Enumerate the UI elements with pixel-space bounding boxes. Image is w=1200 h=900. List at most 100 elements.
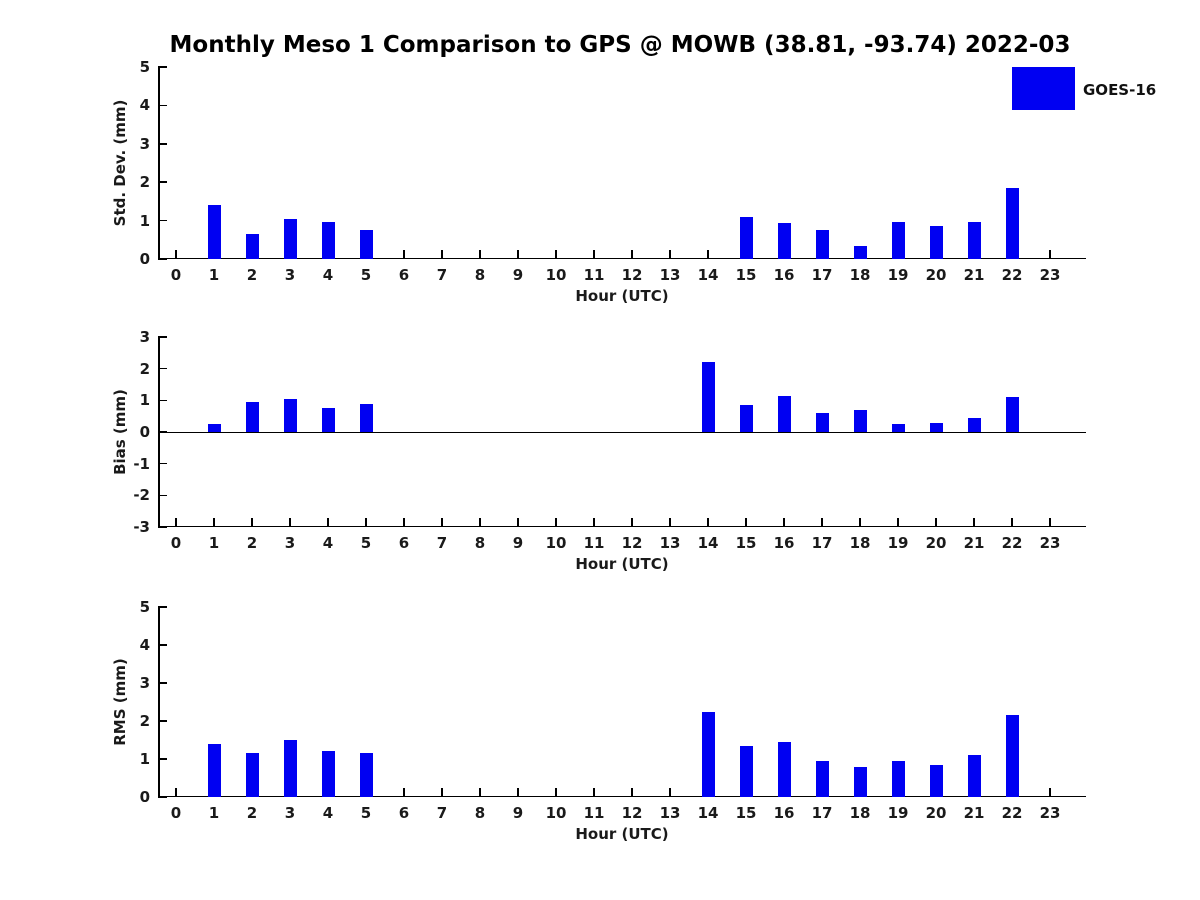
y-tick: [158, 462, 167, 465]
x-tick-label: 18: [849, 534, 871, 552]
bar-hour-4: [321, 221, 335, 259]
bar-hour-1: [207, 205, 221, 259]
x-tick: [479, 518, 481, 527]
bar-hour-21: [967, 221, 981, 259]
bar-hour-2: [245, 753, 259, 797]
y-tick-label: 0: [139, 423, 150, 441]
bar-hour-21: [967, 417, 981, 432]
y-tick-label: -1: [133, 454, 150, 473]
x-axis-spine: [158, 257, 1086, 259]
x-tick: [707, 518, 709, 527]
x-tick-label: 14: [697, 534, 719, 552]
x-tick-label: 19: [887, 266, 909, 284]
x-tick-label: 22: [1001, 266, 1023, 284]
x-tick-label: 2: [246, 804, 258, 822]
y-tick-label: 3: [139, 328, 150, 346]
x-tick-label: 1: [208, 266, 220, 284]
x-tick-label: 13: [659, 266, 681, 284]
bar-hour-17: [815, 413, 829, 432]
y-axis-spine: [158, 67, 160, 259]
x-axis-label: Hour (UTC): [575, 555, 669, 573]
y-tick-label: -3: [133, 518, 150, 536]
x-tick-label: 12: [621, 804, 643, 822]
y-tick-label: 2: [139, 712, 150, 730]
subplot-bias: Bias (mm) Hour (UTC) -3 -2 -1 0 1 2 3 0 1 2 3 4 5 6 7 8…: [111, 328, 1086, 573]
x-tick-label: 16: [773, 266, 795, 284]
x-tick: [1011, 518, 1013, 527]
bar-hour-1: [207, 424, 221, 432]
x-tick: [251, 518, 253, 527]
x-axis-spine: [158, 795, 1086, 797]
x-tick: [935, 518, 937, 527]
x-tick: [1049, 788, 1051, 797]
bar-hour-20: [929, 764, 943, 797]
x-tick-label: 20: [925, 266, 947, 284]
x-tick-label: 3: [284, 534, 296, 552]
x-tick: [441, 518, 443, 527]
x-tick: [365, 518, 367, 527]
x-tick-label: 19: [887, 534, 909, 552]
bar-hour-5: [359, 753, 373, 797]
bar-hour-16: [777, 395, 791, 432]
x-tick-label: 12: [621, 534, 643, 552]
y-tick: [158, 758, 167, 760]
bar-hour-16: [777, 222, 791, 259]
y-tick: [158, 494, 167, 497]
x-tick-label: 22: [1001, 804, 1023, 822]
x-tick-label: 16: [773, 534, 795, 552]
x-tick: [631, 518, 633, 527]
y-tick: [158, 399, 167, 402]
x-tick: [479, 250, 481, 259]
bar-hour-14: [701, 362, 715, 432]
x-tick: [213, 518, 215, 527]
bar-hour-14: [701, 711, 715, 797]
y-tick: [158, 682, 167, 684]
bar-hour-20: [929, 226, 943, 259]
bar-hour-4: [321, 751, 335, 797]
y-tick: [158, 219, 167, 222]
y-tick-label: -2: [133, 486, 150, 505]
bar-hour-5: [359, 230, 373, 259]
x-tick-label: 5: [360, 804, 372, 822]
y-tick: [158, 66, 167, 68]
x-tick-label: 2: [246, 534, 258, 552]
x-tick-label: 19: [887, 804, 909, 822]
x-tick-label: 21: [963, 266, 985, 284]
x-tick: [859, 518, 861, 527]
x-tick-label: 17: [811, 534, 833, 552]
y-tick-label: 4: [139, 96, 150, 115]
subplot-rms: RMS (mm) Hour (UTC) 0 1 2 3 4 5 0 1 2 3 4 5 6 7 8 9 10 11…: [111, 598, 1086, 843]
x-tick-label: 4: [322, 266, 334, 284]
x-tick-label: 23: [1039, 266, 1061, 284]
x-tick-label: 7: [436, 534, 448, 552]
x-tick-label: 6: [398, 534, 410, 552]
x-tick-label: 18: [849, 804, 871, 822]
x-tick-label: 12: [621, 266, 643, 284]
x-tick-label: 15: [735, 534, 757, 552]
x-tick: [669, 250, 671, 259]
x-tick-label: 22: [1001, 534, 1023, 552]
y-tick-label: 1: [139, 750, 150, 768]
x-tick: [403, 788, 405, 797]
y-tick-label: 3: [139, 134, 150, 153]
bar-hour-22: [1005, 187, 1019, 259]
x-tick: [517, 518, 519, 527]
legend-label: GOES-16: [1083, 81, 1157, 99]
bar-hour-19: [891, 221, 905, 259]
x-tick-label: 7: [436, 804, 448, 822]
x-tick-label: 1: [208, 534, 220, 552]
bar-hour-2: [245, 401, 259, 432]
y-tick: [158, 720, 167, 722]
bar-hour-18: [853, 409, 867, 432]
bar-hour-15: [739, 745, 753, 797]
x-tick: [745, 518, 747, 527]
bar-hour-22: [1005, 715, 1019, 797]
x-tick-label: 5: [360, 534, 372, 552]
x-tick: [403, 250, 405, 259]
y-axis-spine: [158, 607, 160, 797]
bar-hour-5: [359, 403, 373, 432]
bar-hour-21: [967, 755, 981, 797]
x-tick-label: 21: [963, 534, 985, 552]
